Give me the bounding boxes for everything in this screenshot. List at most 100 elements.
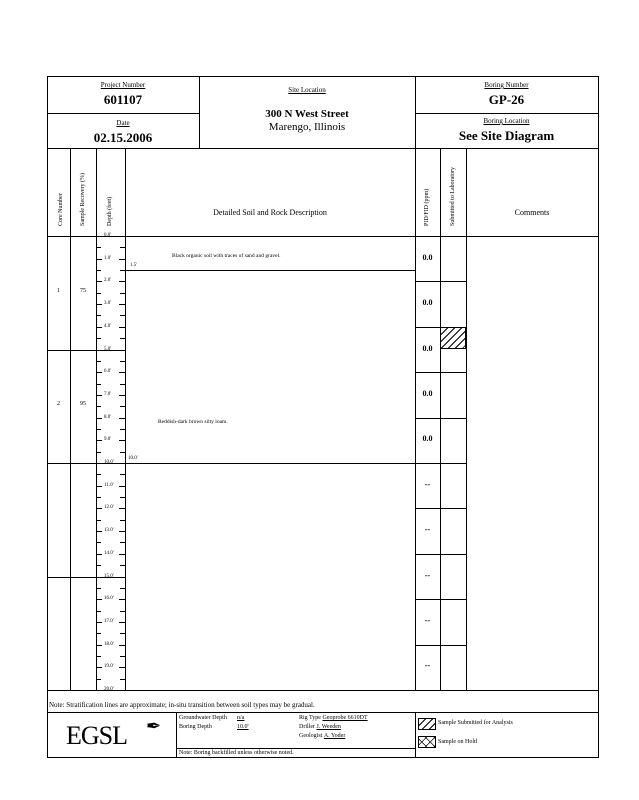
depth-tick-label: 11.0' [104,482,114,488]
tick-mark [96,428,101,430]
tick-mark [119,667,125,669]
tick-mark [120,315,125,317]
tick-mark [96,621,102,623]
tick-mark [96,633,101,635]
tick-mark [96,315,101,317]
tick-mark [119,599,125,601]
divider [176,712,177,758]
tick-mark [96,565,101,567]
groundwater-label: Groundwater Depth [179,715,227,721]
pid-cell-boundary [415,417,466,419]
egsl-logo: EGSL [66,721,128,750]
tick-mark [120,633,125,635]
pid-reading: 0.0 [422,298,433,308]
divider [47,690,599,691]
tick-mark [119,621,125,623]
tick-mark [119,417,125,419]
tick-mark [96,326,102,328]
tick-mark [119,304,125,306]
tick-mark [96,292,101,294]
tick-mark [120,383,125,385]
divider [125,148,126,690]
divider [415,712,416,758]
col-comments: Comments [514,208,550,217]
submitted-legend-icon [418,718,436,730]
tick-mark [96,236,102,237]
boring-number-label: Boring Number [484,81,529,89]
submitted-sample-hatch [440,326,466,350]
divider [176,748,415,749]
tick-mark [96,338,101,340]
tick-mark [96,485,102,487]
col-recovery: Sample Recovery (%) [80,173,86,226]
tick-mark [96,304,102,306]
depth-tick-label: 9.0' [104,437,112,443]
depth-tick-label: 7.0' [104,391,112,397]
tick-mark [120,497,125,499]
tick-mark [120,247,125,249]
col-pid: PID/FID (ppm) [424,188,430,226]
tick-mark [119,690,125,691]
divider [70,148,71,690]
depth-tick-label: 10.0' [104,460,114,465]
depth-tick-label: 8.0' [104,414,112,420]
tick-mark [96,508,102,510]
depth-tick-label: 13.0' [104,528,114,534]
tick-mark [96,610,101,612]
tick-mark [119,553,125,555]
divider [415,113,598,114]
depth-tick-label: 0.0' [104,233,112,238]
pid-reading: 0.0 [422,388,433,398]
stratum-description: Reddish-dark brown silty loam. [158,419,228,426]
tick-mark [96,394,102,396]
divider [47,712,599,713]
tick-mark [119,236,125,237]
stratum-description: Black organic soil with traces of sand a… [172,252,281,259]
date: 02.15.2006 [93,130,153,145]
depth-tick-label: 1.0' [104,255,112,261]
divider [47,113,199,114]
depth-tick-label: 20.0' [104,687,114,692]
tick-mark [96,667,102,669]
col-submitted: Submitted to Laboratory [450,167,456,226]
tick-mark [96,690,102,691]
quill-icon: ✒ [146,716,162,736]
tick-mark [120,406,125,408]
tick-mark [96,247,101,249]
pid-cell-boundary [415,463,466,464]
tick-mark [120,678,125,680]
tick-mark [96,531,102,533]
tick-mark [120,565,125,567]
tick-mark [119,258,125,260]
driller-label: Driller [299,724,315,730]
depth-tick-label: 17.0' [104,618,114,624]
depth-tick-label: 14.0' [104,550,114,556]
tick-mark [120,655,125,657]
pid-cell-boundary [415,553,466,555]
depth-tick-label: 3.0' [104,301,112,307]
col-depth: Depth (feet) [107,196,113,226]
pid-cell-boundary [415,599,466,601]
pid-reading: -- [424,661,431,671]
rig-value: Geoprobe 6610DT [322,715,368,721]
boring-depth-value: 10.0' [237,724,249,730]
tick-mark [120,474,125,476]
pid-reading: -- [424,570,431,580]
stratum-boundary [125,270,415,272]
tick-mark [96,599,102,601]
boring-number: GP-26 [488,92,525,107]
driller-value: J. Weeden [316,724,341,730]
tick-mark [119,326,125,328]
tick-mark [119,281,125,283]
project-number-label: Project Number [100,81,146,89]
geologist-value: A. Yoder [323,733,346,739]
divider [199,76,200,148]
tick-mark [120,428,125,430]
tick-mark [96,474,101,476]
tick-mark [96,270,101,272]
tick-mark [119,644,125,646]
divider [415,148,416,690]
tick-mark [96,587,101,589]
pid-reading: 0.0 [422,252,433,262]
tick-mark [96,258,102,260]
